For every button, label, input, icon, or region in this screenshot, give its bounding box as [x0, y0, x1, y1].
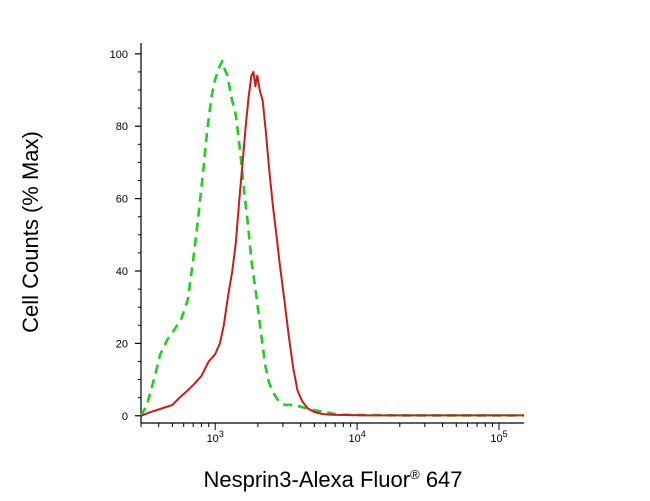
- control-histogram-line: [139, 59, 524, 417]
- x-axis-title-suffix: 647: [420, 467, 463, 492]
- series-group: [139, 59, 524, 417]
- x-axis-title-main: Nesprin3-Alexa Fluor: [203, 467, 410, 492]
- x-axis-title-registered-mark: ®: [410, 467, 420, 482]
- x-tick-label: 104: [348, 429, 365, 445]
- x-axis-title: Nesprin3-Alexa Fluor® 647: [203, 467, 462, 492]
- y-tick-label: 80: [116, 121, 128, 133]
- x-axis-ticks: 103 104 105: [140, 423, 508, 445]
- x-tick-label: 105: [490, 429, 507, 445]
- y-tick-label: 40: [116, 266, 128, 278]
- sample-histogram-line: [140, 71, 524, 417]
- y-axis-ticks: 0 20 40 60 80 100: [110, 49, 141, 423]
- y-tick-label: 20: [116, 338, 128, 350]
- y-tick-label: 60: [116, 194, 128, 206]
- y-axis-title: Cell Counts (% Max): [18, 131, 43, 333]
- x-tick-label: 103: [207, 429, 224, 445]
- y-tick-label: 100: [110, 49, 128, 61]
- y-tick-label: 0: [122, 411, 128, 423]
- plot-area: [140, 43, 524, 424]
